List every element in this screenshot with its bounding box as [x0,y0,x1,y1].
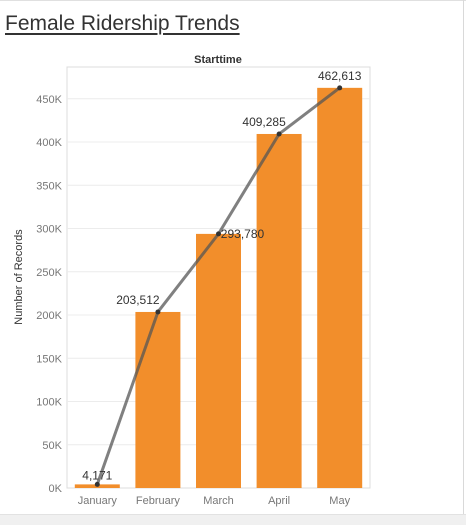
y-tick-label: 0K [49,483,63,495]
x-tick-label: February [136,495,181,507]
data-label: 203,512 [116,293,160,307]
bar-april[interactable] [256,133,302,488]
trend-point[interactable] [216,231,221,237]
column-header: Starttime [194,54,242,66]
top-divider [0,0,466,1]
y-tick-label: 350K [36,180,62,192]
y-axis-label: Number of Records [13,229,25,325]
x-tick-label: April [268,495,290,507]
x-tick-label: May [329,495,350,507]
trend-point[interactable] [337,85,343,91]
data-label: 293,780 [221,227,265,241]
trend-point[interactable] [276,131,282,137]
bar-february[interactable] [135,311,181,488]
dashboard-title: Female Ridership Trends [5,12,240,35]
data-label: 462,613 [318,69,362,83]
x-tick-label: January [78,495,118,507]
data-label: 4,171 [82,468,112,482]
x-tick-label: March [203,495,234,507]
y-tick-label: 100K [36,397,62,409]
right-divider [463,0,464,524]
status-strip [0,514,466,525]
y-tick-label: 250K [36,267,62,279]
y-tick-label: 450K [36,94,62,106]
y-tick-label: 50K [42,440,62,452]
y-tick-label: 400K [36,137,62,149]
bar-may[interactable] [317,87,363,488]
trend-point[interactable] [155,309,161,315]
y-tick-label: 200K [36,310,62,322]
y-tick-label: 300K [36,224,62,236]
data-label: 409,285 [242,115,286,129]
bar-march[interactable] [196,233,241,488]
y-tick-label: 150K [36,353,62,365]
trend-point[interactable] [94,481,100,487]
